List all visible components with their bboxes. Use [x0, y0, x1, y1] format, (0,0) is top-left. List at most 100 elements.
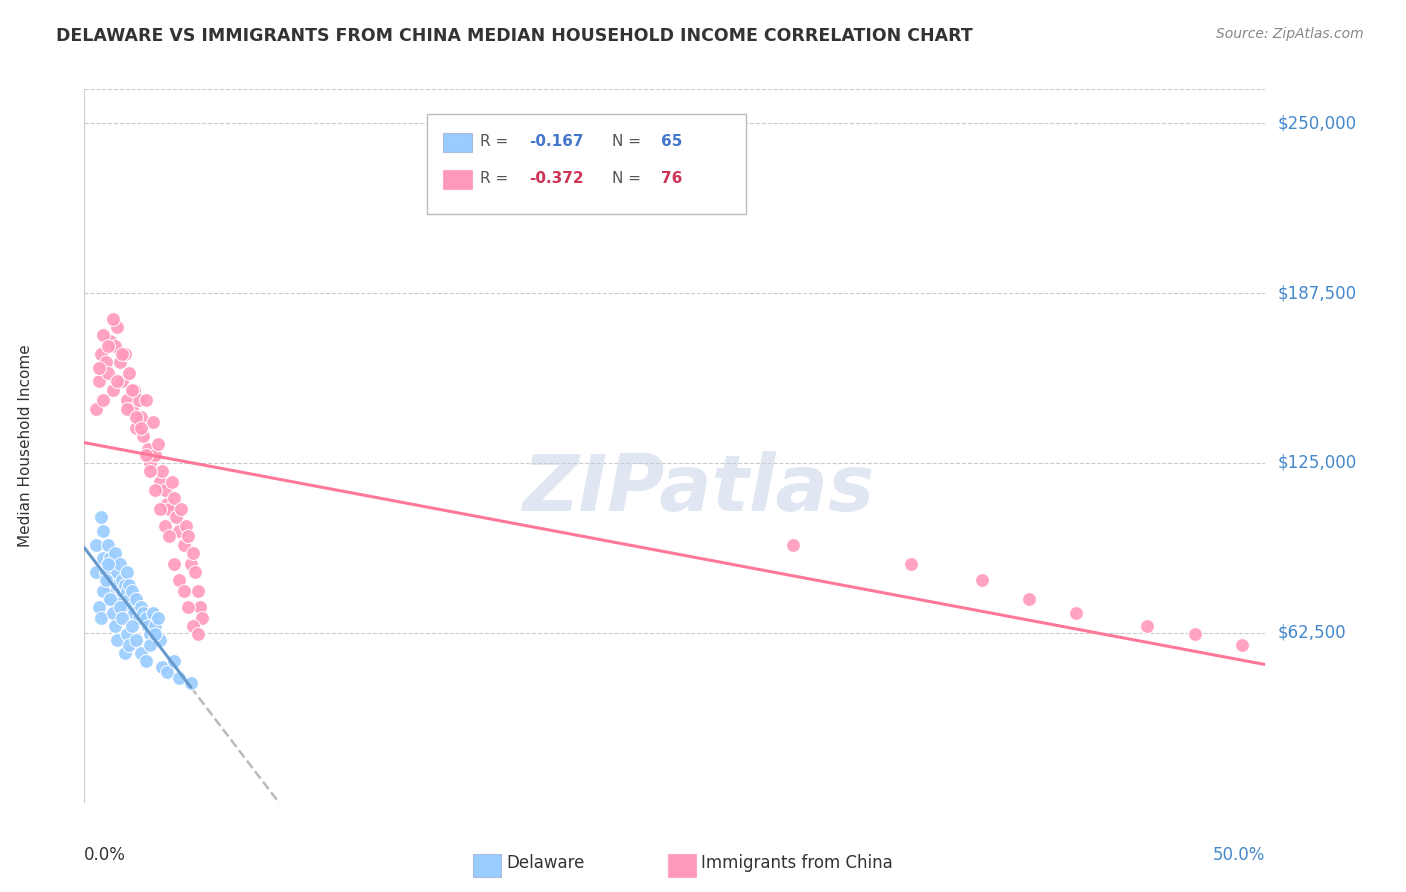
Point [118, 578, 141, 592]
Point [121, 383, 143, 397]
Point [142, 415, 165, 429]
Point [84, 537, 107, 551]
Point [1018, 591, 1040, 606]
Point [98, 334, 121, 348]
FancyBboxPatch shape [443, 133, 472, 152]
Point [84, 565, 107, 579]
Point [149, 475, 172, 489]
Point [146, 611, 169, 625]
Point [125, 420, 148, 434]
Point [150, 660, 173, 674]
Point [139, 464, 162, 478]
Point [114, 347, 136, 361]
Point [146, 437, 169, 451]
Text: Source: ZipAtlas.com: Source: ZipAtlas.com [1216, 27, 1364, 41]
Point [167, 671, 190, 685]
Text: -0.372: -0.372 [530, 171, 585, 186]
Point [173, 583, 195, 598]
FancyBboxPatch shape [668, 855, 696, 877]
Point [143, 627, 166, 641]
Point [160, 475, 183, 489]
Point [91, 328, 114, 343]
Point [135, 655, 157, 669]
Point [181, 619, 204, 633]
Text: N =: N = [612, 171, 647, 186]
Point [1136, 619, 1159, 633]
Point [129, 646, 152, 660]
Point [135, 611, 157, 625]
Point [163, 655, 186, 669]
Point [782, 537, 804, 551]
Point [104, 619, 127, 633]
Point [115, 565, 138, 579]
Point [114, 646, 136, 660]
Point [128, 611, 150, 625]
Text: $250,000: $250,000 [1277, 114, 1357, 132]
Point [174, 518, 197, 533]
Point [104, 546, 127, 560]
Point [181, 546, 204, 560]
Point [177, 600, 200, 615]
Point [187, 583, 209, 598]
Point [191, 611, 214, 625]
Point [143, 448, 166, 462]
Text: R =: R = [479, 134, 513, 149]
Point [111, 611, 134, 625]
Point [101, 383, 124, 397]
Point [111, 375, 134, 389]
Point [84, 401, 107, 416]
Point [157, 529, 180, 543]
Point [115, 627, 138, 641]
Point [114, 600, 136, 615]
Point [129, 409, 152, 424]
Point [125, 409, 148, 424]
Point [166, 510, 188, 524]
Point [91, 583, 114, 598]
Point [121, 619, 143, 633]
Point [132, 429, 155, 443]
Point [136, 442, 159, 457]
Text: 65: 65 [661, 134, 682, 149]
Point [121, 401, 143, 416]
Text: Median Household Income: Median Household Income [18, 344, 32, 548]
Point [118, 591, 141, 606]
Point [139, 627, 162, 641]
Point [115, 583, 138, 598]
Point [111, 583, 134, 598]
Point [170, 502, 193, 516]
Point [129, 600, 152, 615]
Point [101, 557, 124, 571]
Point [135, 448, 157, 462]
Point [177, 529, 200, 543]
Point [87, 360, 110, 375]
Point [118, 366, 141, 380]
Point [142, 606, 165, 620]
Point [143, 619, 166, 633]
Point [104, 339, 127, 353]
Point [153, 483, 176, 498]
Point [125, 632, 148, 647]
Point [104, 583, 127, 598]
Point [94, 573, 117, 587]
Point [101, 606, 124, 620]
Point [107, 565, 129, 579]
Point [107, 320, 129, 334]
Text: 76: 76 [661, 171, 682, 186]
Point [97, 366, 120, 380]
Point [97, 537, 120, 551]
Text: $125,000: $125,000 [1277, 454, 1357, 472]
Point [153, 518, 176, 533]
Point [970, 573, 993, 587]
Point [87, 600, 110, 615]
Point [132, 606, 155, 620]
Point [115, 393, 138, 408]
Point [156, 497, 179, 511]
Point [101, 573, 124, 587]
Point [125, 591, 148, 606]
Point [118, 638, 141, 652]
Point [122, 383, 145, 397]
Text: $187,500: $187,500 [1277, 284, 1357, 302]
Point [97, 578, 120, 592]
Text: -0.167: -0.167 [530, 134, 583, 149]
Point [94, 565, 117, 579]
